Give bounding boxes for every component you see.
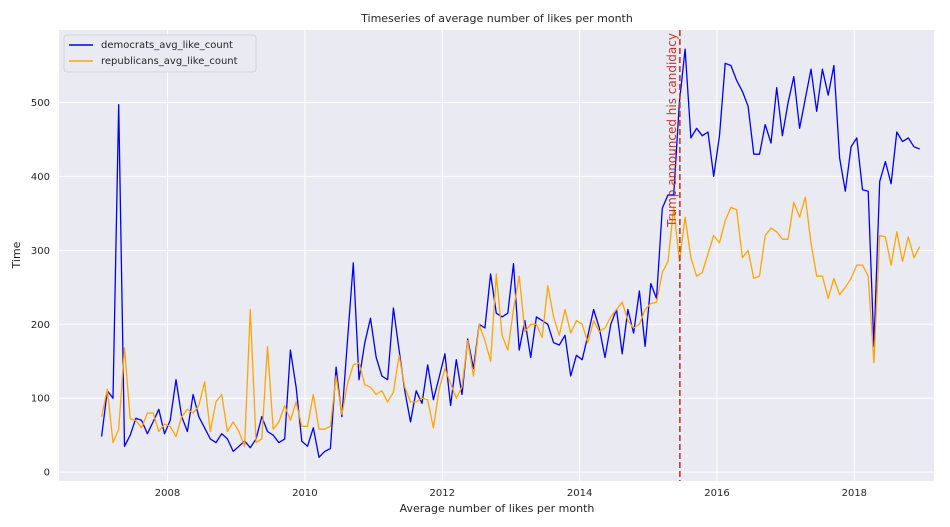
y-tick-label: 400 — [31, 172, 50, 183]
announcement-label: Trump announced his candidacy — [665, 33, 679, 228]
legend: democrats_avg_like_count republicans_avg… — [63, 34, 257, 73]
x-axis-ticks: 2008 2010 2012 2014 2016 2018 — [155, 488, 867, 499]
y-axis-ticks: 0 100 200 300 400 500 — [31, 98, 50, 479]
x-tick-label: 2010 — [292, 488, 317, 499]
chart-title: Timeseries of average number of likes pe… — [360, 12, 633, 25]
legend-label-democrats: democrats_avg_like_count — [101, 40, 233, 51]
grid-lines — [59, 30, 934, 481]
series-layer — [100, 48, 921, 458]
x-axis-label: Average number of likes per month — [400, 502, 595, 515]
y-axis-label: Time — [10, 241, 23, 269]
x-tick-label: 2014 — [567, 488, 592, 499]
x-tick-label: 2008 — [155, 488, 180, 499]
legend-box — [63, 34, 257, 73]
vline-layer: Trump announced his candidacy — [665, 30, 681, 481]
y-tick-label: 0 — [44, 468, 50, 479]
y-tick-label: 100 — [31, 394, 50, 405]
y-tick-label: 200 — [31, 320, 50, 331]
y-tick-label: 500 — [31, 98, 50, 109]
y-tick-label: 300 — [31, 246, 50, 257]
x-tick-label: 2018 — [842, 488, 867, 499]
x-tick-label: 2012 — [430, 488, 455, 499]
series-line-0 — [100, 48, 920, 458]
series-line-1 — [100, 196, 921, 447]
x-tick-label: 2016 — [704, 488, 729, 499]
legend-label-republicans: republicans_avg_like_count — [101, 56, 238, 67]
